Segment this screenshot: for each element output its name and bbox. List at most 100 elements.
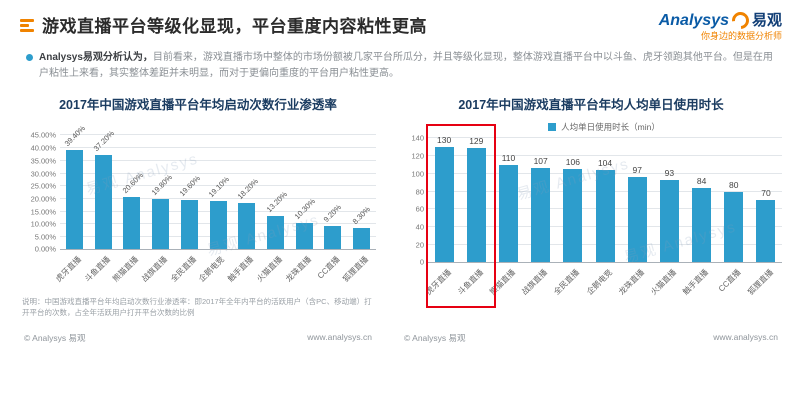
bar-虎牙直播[interactable] [434, 147, 454, 263]
bar-value-label: 93 [664, 168, 675, 179]
x-cell: 全民直播 [553, 264, 589, 308]
x-category-label: 战旗直播 [520, 268, 550, 298]
summary-body: 目前看来，游戏直播市场中整体的市场份额被几家平台所瓜分，并且等级化显现，整体游戏… [39, 52, 773, 80]
bar-slot: 19.80% [146, 135, 175, 250]
bar-CC直播[interactable] [724, 191, 744, 263]
panel-footer: © Analysys 易观 www.analysys.cn [400, 332, 782, 344]
y-tick-label: 120 [411, 151, 424, 161]
y-tick-label: 20 [415, 240, 424, 250]
bar-slot: 107 [525, 138, 557, 263]
bar-CC直播[interactable] [324, 226, 342, 250]
bar-slot: 20.60% [117, 135, 146, 250]
site-link[interactable]: www.analysys.cn [713, 332, 778, 343]
y-tick-label: 15.00% [30, 207, 56, 216]
y-tick-label: 0.00% [34, 244, 56, 254]
gridline [60, 134, 376, 136]
bar-value-label: 8.30% [350, 205, 372, 227]
report-icon [20, 19, 34, 32]
summary-lead: Analysys易观分析认为， [39, 52, 153, 64]
y-tick-label: 40.00% [30, 143, 56, 153]
gridline [60, 185, 376, 187]
gridline [60, 147, 376, 149]
bar-龙珠直播[interactable] [295, 223, 313, 250]
bar-狐狸直播[interactable] [756, 200, 776, 263]
y-tick-label: 60 [415, 204, 424, 214]
bar-value-label: 13.20% [264, 189, 289, 215]
x-category-label: 狐狸直播 [745, 268, 775, 298]
copyright-text: © Analysys 易观 [24, 333, 86, 344]
bar-value-label: 39.40% [62, 123, 88, 148]
x-cell: 触手直播 [681, 264, 718, 308]
logo-tagline: 你身边的数据分析师 [700, 30, 782, 41]
bar-虎牙直播[interactable] [65, 149, 83, 250]
bar-slot: 130 [428, 135, 460, 263]
x-axis-labels: 虎牙直播 斗鱼直播 熊猫直播 战旗直播 全民直播 企鹅电竞 龙珠直播 火猫直播 触手直播 CC直播… [424, 264, 782, 308]
x-cell: 熊猫直播 [488, 264, 524, 308]
bar-龙珠直播[interactable] [627, 176, 647, 263]
y-tick-label: 5.00% [34, 232, 56, 242]
bar-战旗直播[interactable] [152, 199, 170, 250]
x-cell: 斗鱼直播 [456, 264, 492, 308]
x-cell: 狐狸直播 [341, 251, 376, 295]
bar-全民直播[interactable] [180, 199, 198, 250]
x-cell: 火猫直播 [649, 264, 685, 308]
chart-legend: 人均单日使用时长（min） [426, 121, 782, 133]
x-category-label: 虎牙直播 [53, 255, 83, 285]
gridline [60, 197, 376, 199]
legend-swatch [548, 123, 557, 132]
x-category-label: CC直播 [315, 255, 342, 282]
bar-火猫直播[interactable] [267, 216, 284, 250]
page-title: 游戏直播平台等级化显现，平台重度内容粘性更高 [42, 17, 427, 36]
bar-熊猫直播[interactable] [498, 165, 518, 263]
x-cell: 战旗直播 [520, 264, 557, 308]
bars-container: 39.40% 37.20% 20.60% 19.80% 19.60% 19.10% 18.2… [60, 123, 376, 250]
copyright-text: © Analysys 易观 [404, 333, 466, 344]
y-tick-label: 0 [419, 257, 424, 267]
x-category-label: 企鹅电竞 [584, 268, 614, 298]
page-header: 游戏直播平台等级化显现，平台重度内容粘性更高 Analysys 易观 你身边的数… [0, 0, 800, 41]
bar-slot: 18.20% [232, 135, 261, 250]
analysys-logo: Analysys 易观 你身边的数据分析师 [658, 8, 782, 41]
x-cell: 狐狸直播 [746, 264, 782, 308]
x-cell: 虎牙直播 [424, 264, 460, 308]
logo-brand-text: Analysys [658, 12, 729, 29]
bar-slot: 10.30% [290, 135, 319, 250]
bar-slot: 84 [686, 138, 718, 263]
bar-斗鱼直播[interactable] [466, 148, 486, 263]
bar-value-label: 107 [533, 155, 548, 166]
bar-战旗直播[interactable] [531, 167, 551, 263]
y-tick-label: 100 [411, 169, 424, 179]
bar-触手直播[interactable] [238, 203, 256, 250]
bar-熊猫直播[interactable] [123, 197, 141, 250]
gridline [60, 172, 376, 174]
bullet-icon [26, 54, 33, 62]
y-tick-label: 10.00% [30, 219, 56, 229]
y-tick-label: 35.00% [30, 156, 56, 166]
bar-企鹅电竞[interactable] [209, 201, 227, 250]
analyst-summary: Analysys易观分析认为，目前看来，游戏直播市场中整体的市场份额被几家平台所… [26, 50, 778, 82]
bar-触手直播[interactable] [692, 188, 712, 263]
bar-slot: 97 [621, 138, 653, 263]
bar-斗鱼直播[interactable] [94, 155, 112, 250]
chart-plot: 0 20 40 60 80 100 120 140 130 129 110 107 106 104 97 93… [411, 124, 782, 309]
site-link[interactable]: www.analysys.cn [307, 332, 372, 343]
x-category-label: 斗鱼直播 [455, 268, 485, 298]
bar-slot: 93 [653, 138, 685, 263]
chart-footnote: 说明：中国游戏直播平台年均启动次数行业渗透率：即2017年全年内平台的活跃用户（… [22, 297, 372, 318]
bar-企鹅电竞[interactable] [595, 170, 615, 263]
bar-slot: 9.20% [319, 135, 348, 250]
y-tick-label: 25.00% [30, 181, 56, 191]
x-cell: 龙珠直播 [617, 264, 653, 308]
logo-cn-text: 易观 [751, 11, 782, 29]
bar-value-label: 19.60% [177, 173, 203, 198]
bar-全民直播[interactable] [563, 168, 583, 263]
bar-火猫直播[interactable] [659, 180, 679, 263]
bar-value-label: 37.20% [91, 128, 117, 154]
x-category-label: 熊猫直播 [488, 268, 518, 298]
bar-slot: 106 [557, 138, 589, 263]
bar-slot: 110 [492, 138, 524, 263]
bar-value-label: 110 [501, 153, 516, 164]
x-axis-labels: 虎牙直播 斗鱼直播 熊猫直播 战旗直播 全民直播 企鹅电竞 触手直播 火猫直播 龙珠直播 CC直播… [54, 251, 376, 295]
bar-狐狸直播[interactable] [353, 228, 371, 250]
logo-swirl-icon [728, 8, 753, 33]
